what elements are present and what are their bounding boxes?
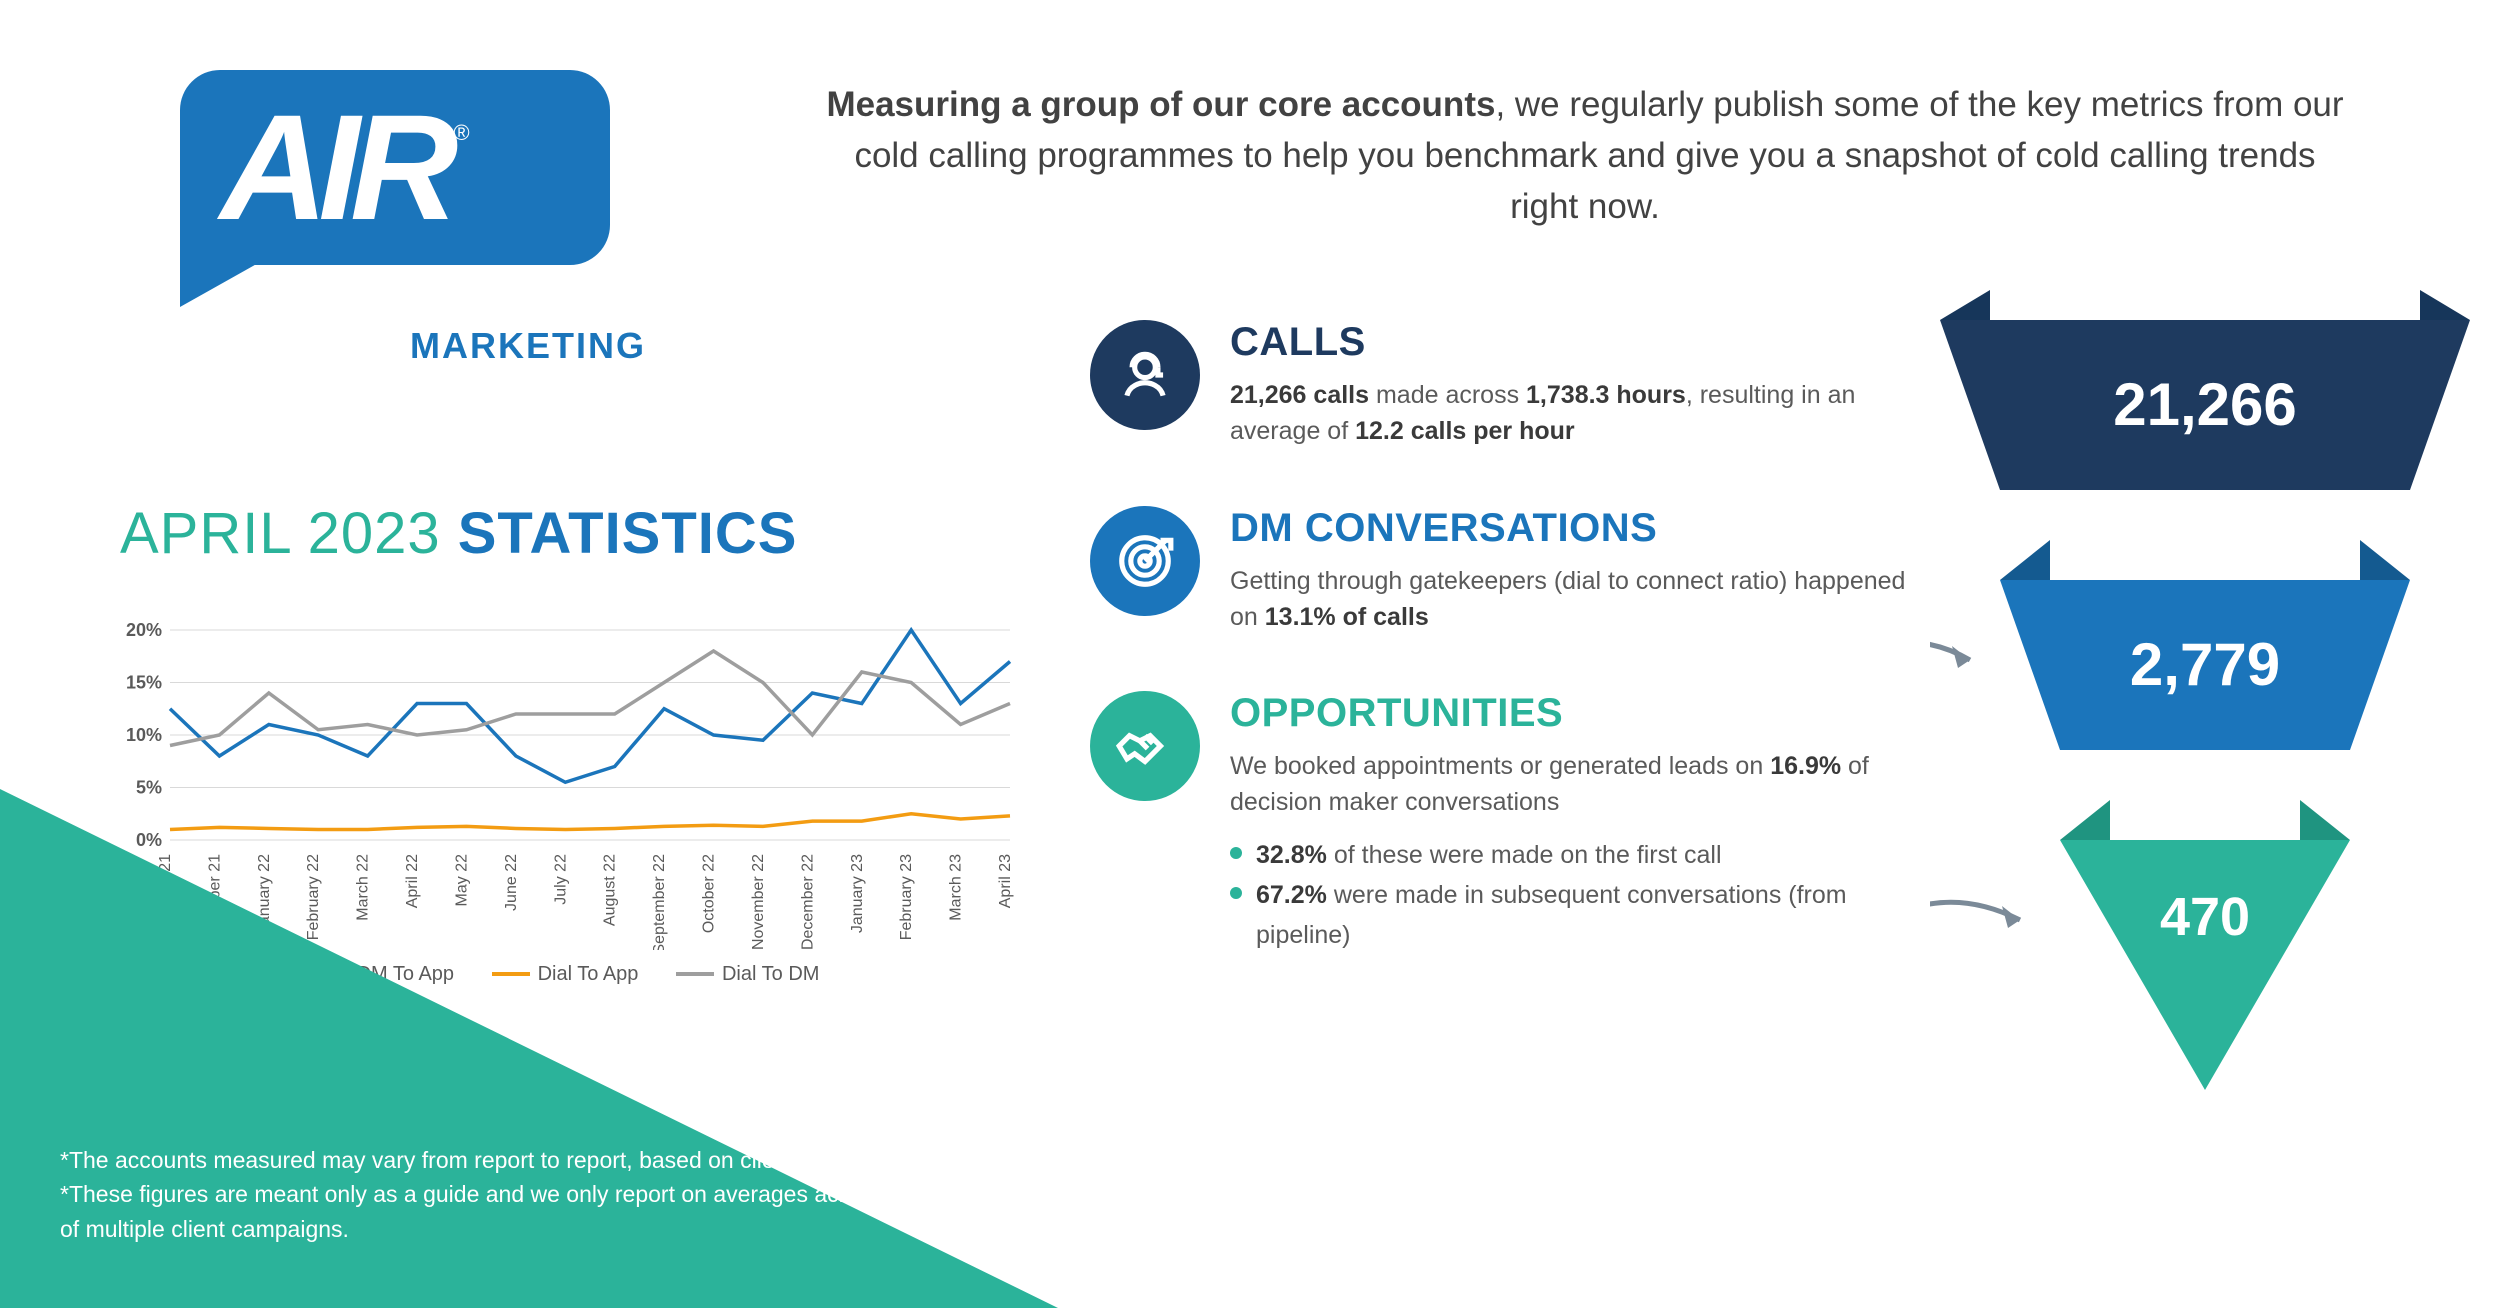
funnel-stage-3 (2060, 840, 2350, 1090)
b2b: 67.2% (1256, 881, 1327, 909)
metric-opps-desc: We booked appointments or generated lead… (1230, 748, 1910, 821)
funnel-tab-1l (1940, 290, 1990, 320)
metric-dm: DM CONVERSATIONS Getting through gatekee… (1090, 506, 1910, 636)
metric-dm-desc: Getting through gatekeepers (dial to con… (1230, 563, 1910, 636)
svg-text:15%: 15% (126, 673, 162, 693)
metric-calls-heading: CALLS (1230, 320, 1910, 365)
metric-opps: OPPORTUNITIES We booked appointments or … (1090, 691, 1910, 955)
target-icon (1090, 506, 1200, 616)
b1r: of these were made on the first call (1327, 841, 1722, 869)
metric-opps-body: OPPORTUNITIES We booked appointments or … (1230, 691, 1910, 955)
intro-text: Measuring a group of our core accounts, … (820, 80, 2350, 232)
funnel: 21,266 2,779 470 (1930, 290, 2470, 1115)
title-stats: STATISTICS (458, 501, 798, 566)
dm-pct: 13.1% of calls (1265, 603, 1429, 631)
funnel-tab-1r (2420, 290, 2470, 320)
intro-bold: Measuring a group of our core accounts (826, 85, 1495, 124)
opps-t1: We booked appointments or generated lead… (1230, 752, 1770, 780)
headset-icon (1090, 320, 1200, 430)
metric-calls-desc: 21,266 calls made across 1,738.3 hours, … (1230, 377, 1910, 450)
metric-dm-body: DM CONVERSATIONS Getting through gatekee… (1230, 506, 1910, 636)
title-month: APRIL 2023 (120, 501, 441, 566)
opps-bullet-1: 32.8% of these were made on the first ca… (1230, 835, 1910, 875)
svg-text:10%: 10% (126, 725, 162, 745)
logo-text: AIR (220, 83, 448, 251)
calls-count: 21,266 calls (1230, 381, 1369, 409)
b1b: 32.8% (1256, 841, 1327, 869)
opps-bullets: 32.8% of these were made on the first ca… (1230, 835, 1910, 955)
opps-bullet-2: 67.2% were made in subsequent conversati… (1230, 875, 1910, 955)
handshake-icon (1090, 691, 1200, 801)
funnel-value-2: 2,779 (2130, 631, 2280, 698)
calls-rate: 12.2 calls per hour (1355, 417, 1575, 445)
metric-calls-body: CALLS 21,266 calls made across 1,738.3 h… (1230, 320, 1910, 450)
calls-hours: 1,738.3 hours (1526, 381, 1686, 409)
calls-t1: made across (1369, 381, 1526, 409)
b2r: were made in subsequent conversations (f… (1256, 881, 1847, 949)
funnel-value-1: 21,266 (2113, 371, 2297, 438)
funnel-svg: 21,266 2,779 470 (1930, 290, 2490, 1110)
funnel-value-3: 470 (2160, 887, 2250, 947)
page: AIR® MARKETING APRIL 2023 STATISTICS Mea… (0, 0, 2500, 1306)
funnel-tab-3l (2060, 800, 2110, 840)
page-title: APRIL 2023 STATISTICS (120, 500, 797, 567)
metric-calls: CALLS 21,266 calls made across 1,738.3 h… (1090, 320, 1910, 450)
logo-bubble: AIR® (180, 70, 610, 265)
funnel-tab-3r (2300, 800, 2350, 840)
metric-dm-heading: DM CONVERSATIONS (1230, 506, 1910, 551)
funnel-tab-2r (2360, 540, 2410, 580)
registered-mark: ® (453, 120, 469, 145)
metric-opps-heading: OPPORTUNITIES (1230, 691, 1910, 736)
footnote: *The accounts measured may vary from rep… (60, 1143, 1040, 1247)
logo: AIR® MARKETING (180, 70, 680, 367)
svg-text:20%: 20% (126, 620, 162, 640)
opps-pct: 16.9% (1770, 752, 1841, 780)
funnel-tab-2l (2000, 540, 2050, 580)
logo-subtext: MARKETING (410, 325, 680, 367)
metrics-column: CALLS 21,266 calls made across 1,738.3 h… (1090, 320, 1910, 1011)
